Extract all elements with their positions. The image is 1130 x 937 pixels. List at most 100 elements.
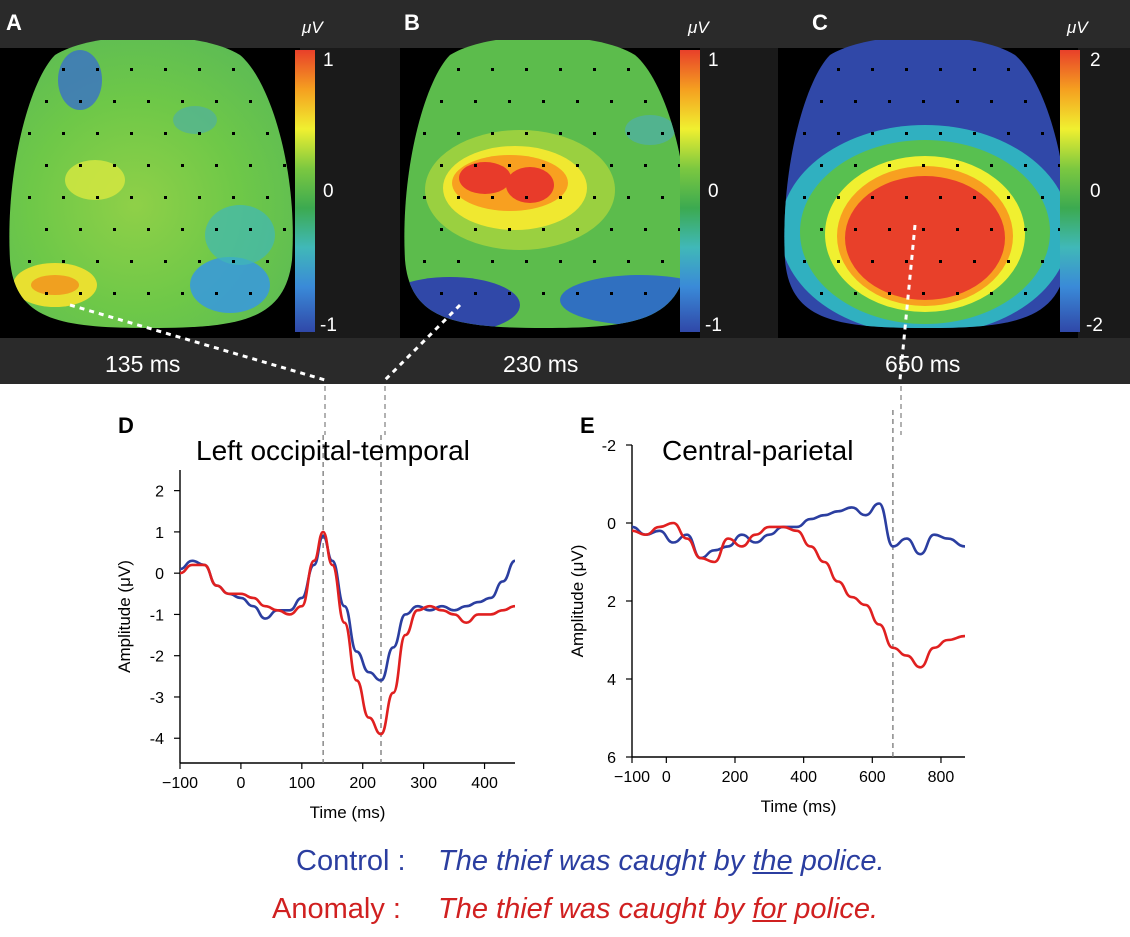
panel-letter-b: B [404,10,420,35]
electrode-dot [440,164,443,167]
electrode-dot [474,292,477,295]
electrode-dot [610,164,613,167]
scale-mid-a: 0 [323,181,334,202]
electrode-dot [457,132,460,135]
electrode-dot [956,292,959,295]
electrode-dot [820,228,823,231]
electrode-dot [45,100,48,103]
panel-letter: E [580,413,595,438]
electrode-dot [474,100,477,103]
electrode-dot [474,164,477,167]
electrode-dot [164,68,167,71]
electrode-dot [939,68,942,71]
electrode-dot [661,196,664,199]
electrode-dot [96,260,99,263]
electrode-dot [610,100,613,103]
electrode-dot [232,196,235,199]
electrode-dot [457,260,460,263]
electrode-dot [457,196,460,199]
electrode-dot [854,100,857,103]
electrode-dot [164,260,167,263]
panel-letter-c: C [812,10,828,35]
y-tick-label: -1 [150,607,164,624]
electrode-dot [181,164,184,167]
scale-mid-b: 0 [708,181,719,202]
electrode-dot [559,132,562,135]
electrode-dot [198,260,201,263]
electrode-dot [661,132,664,135]
electrode-dot [990,100,993,103]
x-tick-label: 0 [236,775,245,792]
unit-b: μV [687,18,710,37]
y-tick-label: -2 [602,438,616,455]
electrode-dot [45,292,48,295]
electrode-dot [181,100,184,103]
electrode-dot [62,132,65,135]
panel-letter-a: A [6,10,22,35]
electrode-dot [627,260,630,263]
y-tick-label: 6 [607,750,616,767]
electrode-dot [440,292,443,295]
electrode-dot [610,292,613,295]
electrode-dot [820,100,823,103]
legend-control-label: Control : [296,845,406,877]
electrode-dot [113,292,116,295]
electrode-dot [956,100,959,103]
electrode-dot [147,164,150,167]
x-tick-label: 600 [859,769,886,786]
electrode-dot [576,100,579,103]
x-tick-label: 300 [410,775,437,792]
electrode-dot [96,132,99,135]
electrode-dot [973,196,976,199]
electrode-dot [1024,100,1027,103]
y-tick-label: -4 [150,731,164,748]
electrode-dot [283,228,286,231]
anomaly-sentence-pre: The thief was caught by [438,893,753,925]
topomap-b [400,40,700,338]
electrode-dot [1007,260,1010,263]
electrode-dot [130,260,133,263]
electrode-dot [1058,164,1061,167]
series-line-control [631,502,966,560]
electrode-dot [888,292,891,295]
electrode-dot [576,164,579,167]
panel-letter: D [118,413,134,438]
electrode-dot [491,260,494,263]
electrode-dot [130,132,133,135]
electrode-dot [644,164,647,167]
electrode-dot [956,164,959,167]
electrode-dot [232,68,235,71]
electrode-dot [678,228,681,231]
electrode-dot [215,228,218,231]
time-label-b: 230 ms [503,351,578,377]
scale-max-a: 1 [323,50,334,71]
x-tick-label: 0 [662,769,671,786]
electrode-dot [164,132,167,135]
scale-min-a: -1 [320,315,337,336]
electrode-dot [871,260,874,263]
chart-d: −100 0 100 200 300 400 -4 -3 -2 -1 0 1 2 Left occipit… [115,413,516,822]
electrode-dot [871,132,874,135]
electrode-dot [1024,164,1027,167]
electrode-dot [837,68,840,71]
electrode-dot [491,132,494,135]
control-word: the [752,845,793,877]
electrode-dot [542,292,545,295]
electrode-dot [164,196,167,199]
electrode-dot [644,100,647,103]
electrode-dot [990,228,993,231]
electrode-dot [559,196,562,199]
series-line-anomaly [631,521,966,669]
electrode-dot [820,164,823,167]
electrode-dot [678,164,681,167]
electrode-dot [661,260,664,263]
chart-title: Left occipital-temporal [196,435,470,466]
electrode-dot [62,68,65,71]
electrode-dot [1024,292,1027,295]
electrode-dot [905,132,908,135]
electrode-dot [627,132,630,135]
electrode-dot [130,68,133,71]
electrode-dot [1024,228,1027,231]
electrode-dot [440,100,443,103]
x-tick-label: 100 [288,775,315,792]
